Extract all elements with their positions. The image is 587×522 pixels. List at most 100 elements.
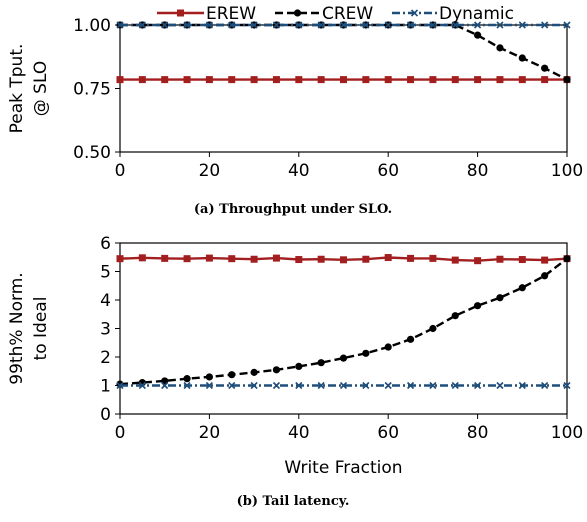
legend-label-dynamic: Dynamic — [439, 4, 514, 24]
y-tick-label: 4 — [100, 291, 111, 311]
data-point-dynamic — [384, 381, 392, 390]
legend: EREW CREW Dynamic — [157, 4, 514, 24]
series-line-crew — [119, 257, 568, 386]
y-tick-label: 0 — [100, 405, 111, 425]
data-point-erew — [496, 76, 504, 84]
y-tick-label: 2 — [100, 348, 111, 368]
data-point-erew — [340, 256, 347, 264]
series-erew — [116, 254, 571, 265]
figure-caption: (b) Tail latency. — [237, 494, 350, 509]
data-point-crew — [295, 362, 303, 371]
data-point-erew — [407, 76, 415, 84]
data-point-crew — [563, 255, 571, 263]
data-point-dynamic — [563, 381, 571, 390]
y-axis: 0.50 0.75 1.00 — [73, 16, 120, 163]
data-point-erew — [451, 256, 459, 264]
series-dynamic — [116, 21, 571, 29]
y-tick-label: 6 — [100, 234, 111, 254]
legend-marker-crew — [293, 9, 302, 17]
data-point-erew — [317, 255, 325, 263]
data-point-dynamic — [116, 381, 124, 390]
y-tick-label: 1 — [100, 377, 111, 397]
legend-label-crew: CREW — [322, 4, 373, 24]
data-point-dynamic — [541, 21, 549, 29]
data-point-dynamic — [116, 21, 124, 29]
data-point-crew — [496, 294, 504, 302]
data-point-erew — [429, 254, 437, 262]
data-point-erew — [161, 76, 169, 84]
data-point-erew — [138, 76, 146, 84]
data-point-erew — [250, 76, 258, 84]
data-point-crew — [205, 373, 213, 381]
data-point-crew — [384, 343, 392, 351]
x-axis: 0 20 40 60 80 100 — [115, 152, 583, 181]
data-point-dynamic — [228, 21, 236, 29]
x-axis: 0 20 40 60 80 100 — [115, 414, 583, 443]
data-point-erew — [541, 76, 549, 84]
y-axis-title: Peak Tput. — [7, 44, 27, 134]
x-tick-label: 40 — [288, 161, 310, 181]
y-tick-label: 5 — [100, 263, 111, 283]
data-point-dynamic — [228, 381, 236, 390]
data-point-crew — [541, 272, 549, 280]
data-point-erew — [295, 76, 303, 84]
data-point-dynamic — [205, 21, 213, 29]
series-dynamic — [116, 381, 571, 390]
data-point-dynamic — [250, 381, 258, 390]
x-tick-label: 80 — [467, 161, 489, 181]
data-point-erew — [474, 76, 482, 84]
data-point-erew — [541, 256, 549, 264]
data-point-dynamic — [451, 21, 459, 29]
data-point-dynamic — [384, 21, 392, 29]
data-point-erew — [362, 255, 370, 263]
data-point-erew — [518, 76, 526, 84]
y-tick-label: 3 — [100, 320, 111, 340]
legend-item-erew: EREW — [157, 4, 256, 24]
data-point-dynamic — [272, 21, 281, 29]
data-point-crew — [272, 366, 281, 374]
chart-panel-b: 0 20 40 60 80 100 0 1 2 3 4 5 6 99th% Norm. to Ideal Wr… — [7, 234, 583, 509]
series-line-crew — [120, 23, 568, 81]
data-point-erew — [474, 257, 482, 265]
data-point-crew — [228, 371, 236, 379]
data-point-crew — [183, 375, 191, 383]
legend-item-crew: CREW — [275, 4, 373, 24]
data-point-erew — [272, 76, 280, 84]
data-point-crew — [250, 368, 258, 376]
data-point-dynamic — [474, 21, 482, 29]
data-point-erew — [518, 256, 526, 264]
data-point-dynamic — [295, 21, 303, 29]
series-erew — [116, 76, 571, 84]
data-point-dynamic — [429, 21, 437, 29]
data-point-dynamic — [161, 381, 169, 390]
data-point-dynamic — [339, 21, 348, 29]
data-point-erew — [250, 255, 258, 263]
data-point-crew — [429, 324, 437, 333]
data-point-dynamic — [451, 381, 459, 390]
data-point-crew — [518, 284, 526, 292]
data-point-dynamic — [474, 381, 482, 390]
series-crew — [116, 21, 571, 84]
plot-frame — [119, 24, 568, 153]
data-point-erew — [228, 255, 236, 263]
data-point-erew — [272, 254, 280, 262]
y-axis-title: to Ideal — [31, 297, 51, 361]
data-point-crew — [496, 44, 504, 52]
data-point-crew — [362, 349, 370, 357]
data-point-dynamic — [183, 381, 191, 390]
data-point-crew — [541, 64, 549, 72]
figure-caption: (a) Throughput under SLO. — [194, 202, 392, 217]
x-tick-label: 0 — [115, 161, 126, 181]
data-point-erew — [183, 255, 191, 263]
data-point-erew — [161, 254, 169, 262]
data-point-erew — [317, 76, 325, 84]
series-crew — [116, 255, 571, 388]
data-point-erew — [384, 254, 392, 262]
x-tick-label: 100 — [551, 161, 583, 181]
x-tick-label: 40 — [288, 423, 310, 443]
data-point-crew — [474, 31, 482, 39]
data-point-erew — [496, 255, 504, 263]
chart-panel-a: 0 20 40 60 80 100 0.50 0.75 1.00 Peak Tput. @ SLO (… — [7, 16, 583, 217]
y-tick-label: 0.50 — [73, 143, 111, 163]
data-point-dynamic — [295, 381, 303, 390]
